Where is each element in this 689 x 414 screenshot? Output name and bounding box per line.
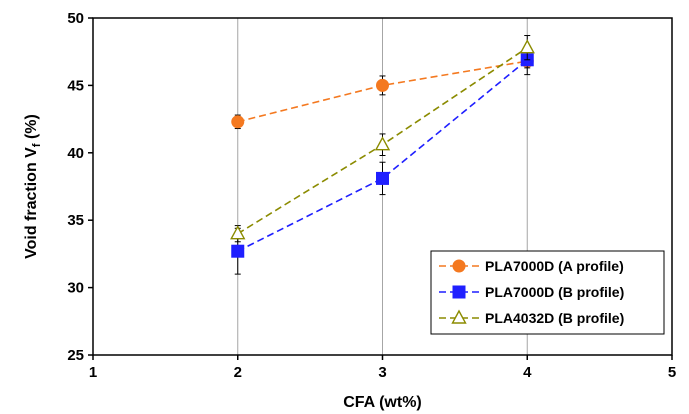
x-tick-label: 5 xyxy=(668,364,676,381)
legend-item-1: PLA7000D (B profile) xyxy=(439,284,624,300)
y-axis-title-main: Void fraction V xyxy=(23,147,40,259)
x-axis-title: CFA (wt%) xyxy=(343,394,422,411)
legend-marker xyxy=(452,285,466,299)
legend-marker xyxy=(451,309,467,324)
y-axis-title-unit: (%) xyxy=(23,114,40,143)
series-layer xyxy=(230,35,535,275)
y-tick-label: 50 xyxy=(67,10,84,27)
data-point xyxy=(231,244,245,258)
y-axis-title-subscript: f xyxy=(31,143,43,147)
data-point xyxy=(376,78,389,92)
y-axis-title: Void fraction Vf (%) xyxy=(23,114,43,259)
legend-label: PLA7000D (A profile) xyxy=(485,258,624,274)
data-point xyxy=(376,171,389,185)
x-tick-label: 3 xyxy=(378,364,386,381)
legend: PLA7000D (A profile) PLA7000D (B profile)… xyxy=(430,250,665,335)
data-point xyxy=(230,225,246,240)
data-point xyxy=(231,115,245,129)
data-point xyxy=(374,136,391,151)
legend-label: PLA4032D (B profile) xyxy=(485,310,624,326)
y-tick-label: 35 xyxy=(67,212,84,229)
series-line-1 xyxy=(237,59,528,252)
y-tick-label: 45 xyxy=(67,77,84,94)
legend-marker xyxy=(452,259,466,273)
data-point xyxy=(519,39,535,54)
legend-item-2: PLA4032D (B profile) xyxy=(439,309,624,326)
legend-box xyxy=(430,250,665,335)
x-tick-label: 2 xyxy=(234,364,242,381)
series-1 xyxy=(231,51,534,275)
x-tick-label: 4 xyxy=(523,364,532,381)
series-2 xyxy=(230,35,535,243)
y-tick-label: 30 xyxy=(67,280,84,297)
legend-label: PLA7000D (B profile) xyxy=(485,284,624,300)
y-tick-label: 40 xyxy=(67,145,84,162)
legend-item-0: PLA7000D (A profile) xyxy=(439,258,624,274)
x-tick-label: 1 xyxy=(89,364,97,381)
y-tick-label: 25 xyxy=(67,347,84,364)
